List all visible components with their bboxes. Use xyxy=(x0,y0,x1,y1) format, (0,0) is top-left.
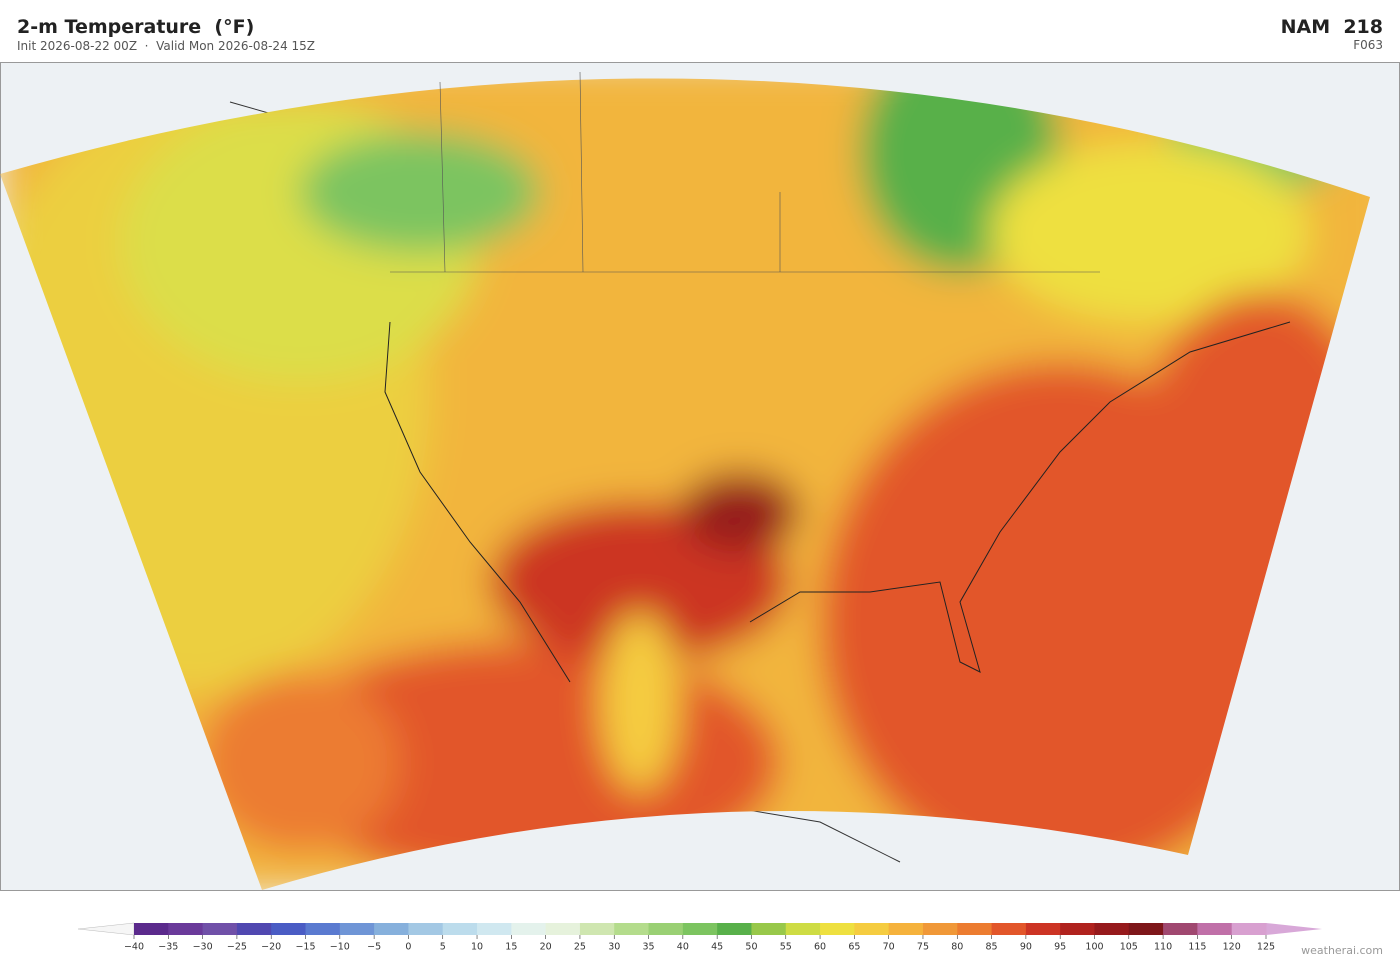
colorbar-segment xyxy=(1197,923,1233,935)
colorbar-extend-high xyxy=(1266,923,1322,935)
colorbar-segment xyxy=(579,923,615,935)
colorbar-segment xyxy=(511,923,547,935)
tick-label: 85 xyxy=(986,942,998,953)
tick-label: 75 xyxy=(917,942,929,953)
tick-label: 100 xyxy=(1085,942,1103,953)
tick-label: 30 xyxy=(608,942,620,953)
colorbar-segment xyxy=(477,923,512,935)
tick-label: 35 xyxy=(642,942,654,953)
colorbar-segment xyxy=(1128,923,1164,935)
tick-label: −5 xyxy=(367,942,381,953)
title: 2-m Temperature (°F) xyxy=(17,16,255,38)
colorbar-segment xyxy=(751,923,787,935)
tick-label: 20 xyxy=(540,942,552,953)
colorbar-segment xyxy=(717,923,752,935)
map xyxy=(0,62,1400,891)
colorbar-segment xyxy=(820,923,855,935)
tick-label: −35 xyxy=(158,942,178,953)
colorbar-segment xyxy=(682,923,718,935)
colorbar-segment xyxy=(545,923,581,935)
colorbar-segment xyxy=(785,923,821,935)
colorbar-segment xyxy=(305,923,341,935)
colorbar-segment xyxy=(648,923,684,935)
tick-label: 120 xyxy=(1223,942,1241,953)
colorbar-segment xyxy=(442,923,478,935)
tick-label: 55 xyxy=(780,942,792,953)
tick-label: 90 xyxy=(1020,942,1032,953)
tick-label: −10 xyxy=(330,942,350,953)
tick-label: −30 xyxy=(193,942,213,953)
tick-label: 40 xyxy=(677,942,689,953)
colorbar-segment xyxy=(202,923,238,935)
colorbar-segment xyxy=(408,923,444,935)
colorbar-segment xyxy=(1163,923,1198,935)
colorbar-segment xyxy=(1094,923,1130,935)
colorbar-segment xyxy=(1025,923,1061,935)
colorbar-segment xyxy=(922,923,958,935)
model-name: NAM 218 xyxy=(1280,16,1383,38)
tick-label: −40 xyxy=(124,942,144,953)
tick-label: 15 xyxy=(505,942,517,953)
tick-label: 60 xyxy=(814,942,826,953)
colorbar-segment xyxy=(991,923,1027,935)
forecast-hour: F063 xyxy=(1353,38,1383,52)
colorbar-segment xyxy=(339,923,375,935)
colorbar-segment xyxy=(168,923,204,935)
tick-label: 80 xyxy=(951,942,963,953)
tick-label: 10 xyxy=(471,942,483,953)
tick-label: 105 xyxy=(1120,942,1138,953)
tick-label: −20 xyxy=(261,942,281,953)
tick-label: 115 xyxy=(1188,942,1206,953)
tick-label: 5 xyxy=(440,942,446,953)
colorbar-segment xyxy=(271,923,307,935)
colorbar-segment xyxy=(1231,923,1267,935)
tick-label: 95 xyxy=(1054,942,1066,953)
colorbar-segment xyxy=(134,923,169,935)
tick-label: 125 xyxy=(1257,942,1275,953)
tick-label: 70 xyxy=(883,942,895,953)
tick-label: 65 xyxy=(848,942,860,953)
subtitle: Init 2026-08-22 00Z · Valid Mon 2026-08-… xyxy=(17,39,316,53)
colorbar-segment xyxy=(614,923,650,935)
colorbar-segment xyxy=(236,923,272,935)
tick-label: 50 xyxy=(745,942,757,953)
tick-label: 25 xyxy=(574,942,586,953)
tick-label: −15 xyxy=(295,942,315,953)
tick-label: 0 xyxy=(405,942,411,953)
tick-label: 45 xyxy=(711,942,723,953)
colorbar-extend-low xyxy=(77,922,135,936)
colorbar-segment xyxy=(374,923,409,935)
colorbar-segment xyxy=(1060,923,1095,935)
credit: weatherai.com xyxy=(1301,944,1383,957)
tick-label: −25 xyxy=(227,942,247,953)
colorbar: −40 −35 −30 −25 −20 −15 −10 −5 0 5 10 15 20 25 30 35 40 4… xyxy=(77,922,1322,953)
colorbar-segment xyxy=(888,923,924,935)
colorbar-segment xyxy=(957,923,993,935)
tick-label: 110 xyxy=(1154,942,1172,953)
colorbar-segment xyxy=(854,923,890,935)
